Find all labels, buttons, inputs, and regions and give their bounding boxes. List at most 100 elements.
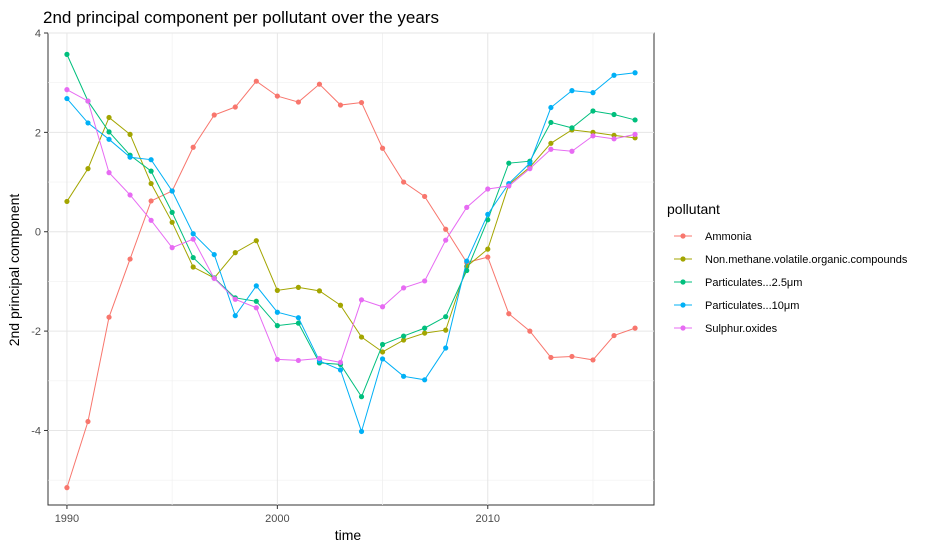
data-point — [295, 357, 301, 364]
data-point — [443, 314, 449, 320]
y-tick-label: 0 — [35, 227, 41, 239]
data-point — [485, 254, 491, 260]
data-point — [527, 160, 533, 166]
data-point — [590, 90, 596, 96]
legend-item: Particulates...2.5μm — [674, 277, 802, 289]
data-point — [401, 337, 407, 343]
data-point — [64, 198, 70, 205]
legend-key-point — [680, 233, 686, 239]
data-point — [379, 341, 386, 348]
y-tick-label: 2 — [35, 127, 41, 139]
data-point — [632, 325, 638, 331]
data-point — [358, 428, 365, 435]
chart-title: 2nd principal component per pollutant ov… — [43, 8, 439, 27]
data-point — [485, 217, 491, 223]
data-point — [253, 305, 259, 311]
data-point — [106, 136, 112, 142]
data-point — [274, 309, 280, 315]
data-point — [64, 485, 70, 491]
y-tick-label: -2 — [31, 326, 41, 338]
y-tick-label: 4 — [35, 28, 41, 40]
data-point — [253, 238, 259, 244]
data-point — [295, 99, 301, 105]
axes: 1990 2000 2010 -4 -2 0 2 4 — [31, 28, 500, 525]
data-point — [316, 288, 323, 294]
data-point — [358, 334, 365, 340]
data-point — [422, 193, 428, 200]
legend-label: Non.methane.volatile.organic.compounds — [705, 254, 908, 266]
data-point — [127, 192, 133, 198]
data-point — [64, 95, 70, 102]
series-layer — [64, 51, 638, 491]
data-point — [443, 327, 449, 333]
data-point — [190, 144, 196, 150]
legend-item: Non.methane.volatile.organic.compounds — [674, 254, 908, 266]
series-3 — [64, 70, 638, 435]
series-line — [66, 72, 636, 434]
x-tick-label: 2000 — [265, 513, 289, 525]
data-point — [379, 349, 386, 355]
data-point — [569, 148, 575, 154]
data-point — [85, 120, 91, 126]
data-point — [148, 168, 154, 174]
data-point — [127, 256, 133, 262]
data-point — [169, 219, 175, 225]
data-point — [190, 254, 196, 261]
data-point — [274, 93, 280, 99]
data-point — [64, 87, 70, 93]
data-point — [485, 211, 491, 217]
data-point — [443, 226, 449, 232]
legend: pollutant Ammonia Non.methane.volatile.or… — [667, 201, 908, 335]
legend-title: pollutant — [667, 201, 720, 217]
data-point — [253, 78, 259, 84]
data-point — [316, 355, 323, 362]
data-point — [401, 179, 407, 185]
plot-panel — [47, 32, 655, 506]
data-point — [464, 267, 470, 274]
data-point — [379, 356, 386, 362]
data-point — [85, 418, 91, 425]
data-point — [232, 313, 238, 319]
data-point — [590, 133, 596, 139]
data-point — [253, 283, 259, 289]
data-point — [274, 323, 280, 329]
y-tick-label: -4 — [31, 425, 41, 437]
data-point — [443, 237, 449, 243]
data-point — [148, 217, 154, 223]
data-point — [127, 154, 133, 160]
data-point — [211, 251, 217, 258]
data-point — [295, 284, 301, 290]
data-point — [506, 183, 512, 189]
data-point — [590, 108, 596, 114]
data-point — [506, 311, 512, 317]
data-point — [85, 166, 91, 172]
legend-key-point — [680, 325, 686, 331]
data-point — [337, 359, 344, 366]
legend-label: Particulates...10μm — [705, 300, 799, 312]
data-point — [569, 88, 575, 94]
data-point — [527, 166, 533, 172]
data-point — [611, 72, 617, 78]
data-point — [127, 131, 133, 137]
data-point — [611, 136, 617, 142]
data-point — [464, 204, 470, 210]
data-point — [379, 304, 386, 310]
series-line — [66, 54, 636, 398]
data-point — [274, 287, 280, 293]
data-point — [316, 81, 323, 87]
y-axis-title: 2nd principal component — [6, 194, 22, 347]
data-point — [422, 325, 428, 331]
data-point — [548, 119, 554, 126]
data-point — [632, 117, 638, 123]
data-point — [590, 357, 596, 363]
data-point — [548, 146, 554, 152]
data-point — [358, 297, 365, 303]
data-point — [148, 198, 154, 204]
series-line — [66, 116, 636, 353]
legend-item: Ammonia — [674, 231, 752, 243]
x-axis-title: time — [335, 527, 362, 543]
data-point — [527, 328, 533, 334]
legend-item: Particulates...10μm — [674, 300, 799, 312]
legend-key-point — [680, 279, 686, 285]
